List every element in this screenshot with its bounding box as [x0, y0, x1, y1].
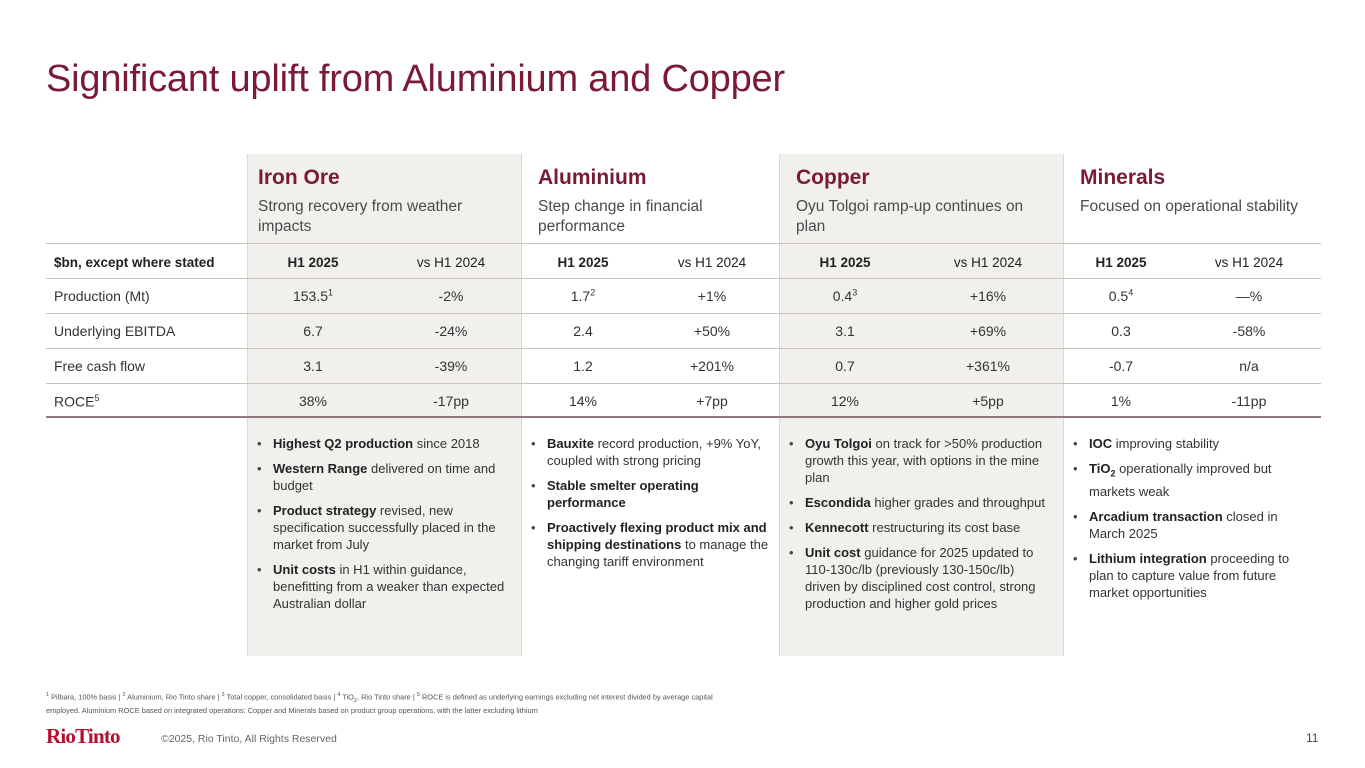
col-header-current: H1 2025 — [819, 255, 871, 270]
row-label: Production (Mt) — [54, 288, 150, 304]
highlight-item: Unit cost guidance for 2025 updated to 1… — [789, 544, 1051, 612]
segment-highlights: IOC improving stability TiO2 operationall… — [1073, 435, 1311, 609]
col-header-current: H1 2025 — [1095, 255, 1147, 270]
highlight-item: Unit costs in H1 within guidance, benefi… — [257, 561, 507, 612]
highlight-item: IOC improving stability — [1073, 435, 1311, 452]
cell-value: 2.4 — [573, 323, 593, 339]
cell-value: 153.51 — [292, 287, 334, 304]
segment-subtitle: Oyu Tolgoi ramp-up continues on plan — [796, 198, 1024, 235]
cell-change: +201% — [690, 358, 734, 374]
col-header-current: H1 2025 — [557, 255, 609, 270]
footnotes: 1 Pilbara, 100% basis | 2 Aluminium, Rio… — [46, 692, 713, 715]
segment-header: Iron Ore Strong recovery from weather imp… — [258, 166, 498, 237]
cell-change: +7pp — [696, 393, 728, 409]
cell-value: 0.7 — [835, 358, 855, 374]
col-header-compare: vs H1 2024 — [416, 255, 486, 270]
highlight-item: Oyu Tolgoi on track for >50% production … — [789, 435, 1051, 486]
cell-change: -11pp — [1231, 393, 1267, 409]
highlight-item: Highest Q2 production since 2018 — [257, 435, 507, 452]
highlight-item: Escondida higher grades and throughput — [789, 494, 1051, 511]
segment-subtitle: Strong recovery from weather impacts — [258, 198, 463, 235]
cell-change: -2% — [438, 288, 464, 304]
unit-label: $bn, except where stated — [54, 255, 215, 270]
row-divider — [46, 383, 1321, 384]
row-label: Free cash flow — [54, 358, 146, 374]
segment-name: Iron Ore — [258, 166, 340, 189]
cell-value: -0.7 — [1108, 358, 1134, 374]
segment-name: Copper — [796, 166, 870, 189]
highlight-item: TiO2 operationally improved but markets … — [1073, 460, 1311, 500]
cell-change: -58% — [1232, 323, 1266, 339]
cell-value: 3.1 — [835, 323, 855, 339]
cell-value: 3.1 — [303, 358, 323, 374]
cell-value: 6.7 — [303, 323, 323, 339]
page-number: 11 — [1306, 731, 1319, 745]
row-divider — [46, 278, 1321, 279]
cell-change: +1% — [697, 288, 727, 304]
segment-header: Minerals Focused on operational stability — [1080, 166, 1310, 217]
column-separator — [521, 154, 522, 656]
cell-change: +361% — [966, 358, 1010, 374]
cell-value: 38% — [298, 393, 328, 409]
segment-subtitle: Step change in financial performance — [538, 198, 703, 235]
segment-name: Minerals — [1080, 166, 1166, 189]
segment-highlights: Bauxite record production, +9% YoY, coup… — [531, 435, 769, 578]
segment-highlights: Highest Q2 production since 2018 Western … — [257, 435, 507, 620]
col-header-compare: vs H1 2024 — [1214, 255, 1284, 270]
cell-change: +50% — [693, 323, 731, 339]
cell-value: 1.72 — [570, 287, 596, 304]
cell-value: 1% — [1110, 393, 1132, 409]
cell-change: -17pp — [433, 393, 469, 409]
segment-highlights: Oyu Tolgoi on track for >50% production … — [789, 435, 1051, 620]
highlight-item: Bauxite record production, +9% YoY, coup… — [531, 435, 769, 469]
column-separator — [779, 154, 780, 656]
row-label: Underlying EBITDA — [54, 323, 176, 339]
segment-header: Copper Oyu Tolgoi ramp-up continues on pl… — [796, 166, 1056, 237]
highlight-item: Proactively flexing product mix and ship… — [531, 519, 769, 570]
table-bottom-rule — [46, 416, 1321, 418]
cell-value: 14% — [568, 393, 598, 409]
row-label: ROCE5 — [54, 393, 100, 410]
rio-tinto-logo: RioTinto — [46, 724, 121, 748]
column-separator — [247, 154, 248, 656]
cell-change: +5pp — [972, 393, 1004, 409]
col-header-compare: vs H1 2024 — [677, 255, 747, 270]
cell-value: 0.3 — [1111, 323, 1131, 339]
segment-subtitle: Focused on operational stability — [1080, 198, 1298, 215]
highlight-item: Arcadium transaction closed in March 202… — [1073, 508, 1311, 542]
cell-change: +16% — [969, 288, 1007, 304]
cell-value: 1.2 — [573, 358, 593, 374]
cell-change: n/a — [1239, 358, 1259, 374]
cell-value: 12% — [830, 393, 860, 409]
cell-change: -24% — [434, 323, 468, 339]
highlight-item: Stable smelter operating performance — [531, 477, 769, 511]
page-title: Significant uplift from Aluminium and Co… — [46, 58, 785, 100]
header-top-rule — [46, 243, 1321, 244]
col-header-compare: vs H1 2024 — [953, 255, 1023, 270]
cell-value: 0.54 — [1108, 287, 1134, 304]
row-divider — [46, 313, 1321, 314]
highlight-item: Western Range delivered on time and budg… — [257, 460, 507, 494]
segment-header: Aluminium Step change in financial perfor… — [538, 166, 758, 237]
cell-value: 0.43 — [832, 287, 858, 304]
row-divider — [46, 348, 1321, 349]
highlight-item: Kennecott restructuring its cost base — [789, 519, 1051, 536]
col-header-current: H1 2025 — [287, 255, 339, 270]
copyright: ©2025, Rio Tinto, All Rights Reserved — [161, 733, 337, 745]
column-separator — [1063, 154, 1064, 656]
segment-name: Aluminium — [538, 166, 647, 189]
highlight-item: Product strategy revised, new specificat… — [257, 502, 507, 553]
highlight-item: Lithium integration proceeding to plan t… — [1073, 550, 1311, 601]
cell-change: —% — [1235, 288, 1263, 304]
cell-change: +69% — [969, 323, 1007, 339]
cell-change: -39% — [434, 358, 468, 374]
